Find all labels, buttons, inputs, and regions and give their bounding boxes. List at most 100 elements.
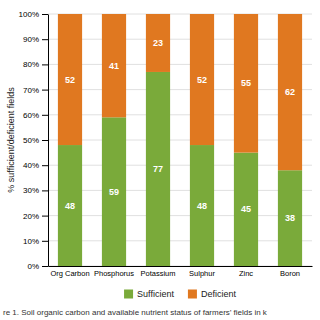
data-label: 62	[285, 87, 295, 97]
data-label: 52	[65, 75, 75, 85]
grid-line	[48, 140, 312, 141]
y-tick: 90%	[23, 35, 48, 44]
x-tick: Sulphur	[189, 269, 215, 278]
y-tick: 40%	[23, 161, 48, 170]
x-tick: Org Carbon	[50, 269, 89, 278]
y-tick-mark	[42, 39, 48, 40]
legend-swatch	[188, 290, 197, 299]
y-tick: 50%	[23, 136, 48, 145]
legend-item: Sufficient	[124, 289, 174, 299]
legend: Sufficient Deficient	[124, 289, 236, 299]
grid-line	[48, 89, 312, 90]
bar	[234, 14, 258, 153]
bar	[278, 170, 302, 266]
data-label: 77	[153, 164, 163, 174]
y-axis-line	[48, 15, 49, 267]
y-tick: 60%	[23, 111, 48, 120]
legend-item: Deficient	[188, 289, 237, 299]
y-tick: 20%	[23, 212, 48, 221]
y-tick: 0%	[27, 262, 48, 271]
y-axis: 0% 10% 20% 30% 40% 50% 60% 70% 80% 90% 100%	[19, 10, 49, 271]
x-tick-label: Boron	[280, 269, 300, 278]
legend-label: Sufficient	[137, 289, 174, 299]
y-tick-label: 30%	[23, 186, 39, 195]
x-tick: Phosphorus	[94, 269, 134, 278]
grid-line	[48, 215, 312, 216]
grid-line	[48, 190, 312, 191]
data-label: 38	[285, 213, 295, 223]
y-tick: 30%	[23, 186, 48, 195]
data-label: 23	[153, 38, 163, 48]
x-tick-label: Potassium	[140, 269, 175, 278]
bar	[234, 153, 258, 266]
grid-line	[48, 266, 312, 267]
caption: re 1. Soil organic carbon and available …	[3, 308, 268, 317]
x-tick: Potassium	[140, 269, 175, 278]
chart: 48 59 77 48 45 38 52 41 23 52 55 62 0% 10% 20% 30% 40% 50…	[0, 0, 320, 320]
y-tick-mark	[42, 115, 48, 116]
y-tick-label: 60%	[23, 111, 39, 120]
data-label: 45	[241, 204, 251, 214]
grid-line	[48, 64, 312, 65]
grid	[48, 14, 312, 266]
bar	[190, 14, 214, 145]
grid-line	[48, 39, 312, 40]
y-axis-title: % sufficient/deficient fields	[6, 87, 16, 193]
plot: 48 59 77 48 45 38 52 41 23 52 55 62 0% 10% 20% 30% 40% 50…	[19, 10, 313, 278]
y-tick-label: 20%	[23, 212, 39, 221]
y-tick: 80%	[23, 60, 48, 69]
y-tick-label: 0%	[27, 262, 39, 271]
x-tick-label: Org Carbon	[50, 269, 89, 278]
data-label: 41	[109, 61, 119, 71]
bar	[102, 117, 126, 266]
y-tick-label: 100%	[19, 10, 39, 19]
x-tick-label: Sulphur	[189, 269, 215, 278]
y-tick-label: 50%	[23, 136, 39, 145]
grid-line	[48, 165, 312, 166]
data-label: 48	[65, 201, 75, 211]
x-tick: Zinc	[239, 269, 253, 278]
legend-label: Deficient	[201, 289, 237, 299]
y-tick-mark	[42, 64, 48, 65]
bar	[58, 145, 82, 266]
x-tick-label: Zinc	[239, 269, 253, 278]
y-tick-mark	[42, 241, 48, 242]
bar	[102, 14, 126, 117]
data-label: 52	[197, 75, 207, 85]
bar	[58, 14, 82, 145]
y-tick-mark	[42, 165, 48, 166]
y-tick: 10%	[23, 237, 48, 246]
data-label: 59	[109, 187, 119, 197]
bar	[146, 72, 170, 266]
data-label: 55	[241, 78, 251, 88]
y-tick-mark	[42, 90, 48, 91]
x-axis-line	[49, 266, 313, 267]
y-tick-label: 40%	[23, 161, 39, 170]
bar-series	[58, 72, 302, 266]
bar	[190, 145, 214, 266]
y-tick-mark	[42, 216, 48, 217]
x-axis: Org Carbon Phosphorus Potassium Sulphur Zinc…	[49, 267, 313, 279]
x-tick: Boron	[280, 269, 300, 278]
y-tick-mark	[42, 140, 48, 141]
x-tick-label: Phosphorus	[94, 269, 134, 278]
y-tick-mark	[42, 266, 48, 267]
bar	[146, 14, 170, 72]
y-tick-mark	[42, 190, 48, 191]
grid-line	[48, 14, 312, 15]
y-tick: 70%	[23, 86, 48, 95]
y-tick-label: 80%	[23, 60, 39, 69]
y-tick: 100%	[19, 10, 48, 19]
bar-series	[58, 14, 302, 170]
legend-swatch	[124, 290, 133, 299]
data-label: 48	[197, 201, 207, 211]
data-labels: 48 59 77 48 45 38 52 41 23 52 55 62	[65, 38, 295, 223]
grid-line	[48, 240, 312, 241]
bars	[58, 14, 302, 266]
grid-line	[48, 114, 312, 115]
y-tick-label: 70%	[23, 86, 39, 95]
y-tick-mark	[42, 14, 48, 15]
y-tick-label: 90%	[23, 35, 39, 44]
bar	[278, 14, 302, 170]
y-tick-label: 10%	[23, 237, 39, 246]
